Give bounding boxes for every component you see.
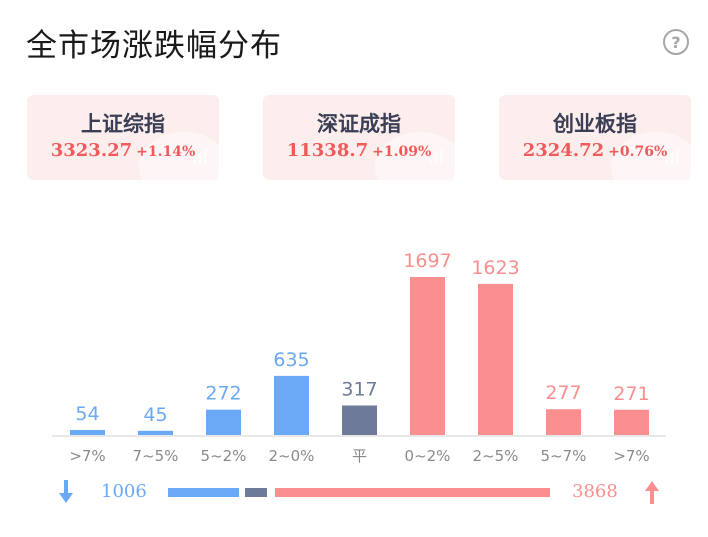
category-label: 5~2% [201, 447, 247, 465]
bar-value-label: 277 [545, 382, 581, 404]
index-quote: 2324.72 +0.76% [499, 140, 691, 161]
bar [138, 430, 173, 435]
bar [614, 409, 649, 435]
index-card-chinext[interactable]: 创业板指 2324.72 +0.76% [499, 95, 691, 180]
trend-icon [193, 149, 207, 165]
bar [70, 429, 105, 435]
up-count: 3868 [572, 481, 618, 502]
bar-value-label: 317 [341, 378, 377, 400]
category-label: 5~7% [541, 447, 587, 465]
bar [274, 375, 309, 435]
bar-value-label: 272 [205, 383, 241, 405]
category-label: 7~5% [133, 447, 179, 465]
index-change: +0.76% [608, 144, 668, 160]
question-circle-icon[interactable]: ? [663, 29, 689, 55]
bar [410, 277, 445, 435]
category-label: >7% [69, 447, 105, 465]
index-name: 创业板指 [553, 112, 637, 136]
index-name: 上证综指 [81, 112, 165, 136]
bar [546, 409, 581, 435]
bar-value-label: 54 [75, 403, 99, 425]
index-name: 深证成指 [317, 112, 401, 136]
index-change: +1.14% [136, 144, 196, 160]
bar-value-label: 635 [273, 349, 309, 371]
bar-value-label: 271 [613, 383, 649, 405]
index-card-szse[interactable]: 深证成指 11338.7 +1.09% [263, 95, 455, 180]
index-price: 11338.7 [286, 140, 369, 161]
trend-icon [665, 149, 679, 165]
category-label: 2~0% [269, 447, 315, 465]
index-price: 2324.72 [522, 140, 605, 161]
distribution-chart: 54 >7% 45 7~5% 272 5~2% 635 2~0% 317 平 1697 0~2% 162… [52, 250, 666, 465]
page-title: 全市场涨跌幅分布 [26, 28, 282, 64]
bar [206, 409, 241, 435]
arrow-up-icon [645, 481, 659, 504]
help-glyph: ? [671, 32, 681, 52]
category-label: 0~2% [405, 447, 451, 465]
trend-icon [429, 149, 443, 165]
index-change: +1.09% [372, 144, 432, 160]
bar-value-label: 1697 [403, 250, 451, 272]
bar-value-label: 1623 [471, 257, 519, 279]
category-label: >7% [613, 447, 649, 465]
up-ratio-bar [275, 488, 550, 497]
index-quote: 11338.7 +1.09% [263, 140, 455, 161]
index-price: 3323.27 [50, 140, 133, 161]
index-quote: 3323.27 +1.14% [27, 140, 219, 161]
bar-value-label: 45 [143, 404, 167, 426]
arrow-down-icon [59, 480, 73, 503]
category-label: 2~5% [473, 447, 519, 465]
index-card-sse[interactable]: 上证综指 3323.27 +1.14% [27, 95, 219, 180]
down-ratio-bar [168, 488, 240, 497]
down-count: 1006 [101, 481, 147, 502]
flat-ratio-bar [245, 488, 268, 497]
category-label: 平 [352, 447, 367, 465]
bar [342, 405, 377, 435]
bar [478, 283, 513, 435]
